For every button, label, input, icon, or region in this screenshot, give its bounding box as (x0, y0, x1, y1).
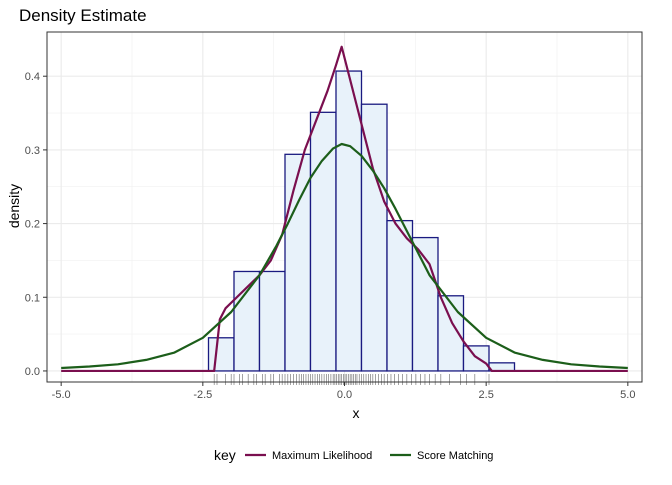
histogram-bar (335, 70, 363, 372)
chart-title: Density Estimate (19, 6, 147, 25)
y-tick-label: 0.2 (25, 219, 40, 231)
x-tick-label: 5.0 (620, 389, 635, 401)
y-tick-label: 0.4 (25, 71, 40, 83)
x-axis-title: x (353, 405, 360, 421)
density-curve-score-matching (61, 142, 628, 370)
y-tick-label: 0.0 (25, 366, 40, 378)
density-curves (61, 45, 628, 373)
x-tick-label: -5.0 (52, 389, 71, 401)
histogram-bar (488, 362, 516, 372)
y-axis-title: density (6, 184, 22, 228)
histogram-bar (258, 270, 286, 372)
y-tick-label: 0.1 (25, 292, 40, 304)
histogram-bar (284, 153, 312, 372)
x-tick-label: 0.0 (337, 389, 352, 401)
rug-marks (213, 373, 490, 385)
histogram-bar (386, 219, 414, 372)
x-tick-label: -2.5 (193, 389, 212, 401)
density-curve-maximum-likelihood (61, 45, 628, 373)
histogram-bars (207, 70, 516, 372)
legend-label-score-matching: Score Matching (417, 450, 493, 462)
histogram-bar (360, 103, 388, 372)
x-axis: -5.0 -2.5 0.0 2.5 5.0 (52, 382, 635, 401)
legend: key Maximum Likelihood Score Matching (214, 447, 493, 463)
histogram-bar (207, 337, 235, 372)
y-axis: 0.0 0.1 0.2 0.3 0.4 (25, 71, 47, 378)
y-tick-label: 0.3 (25, 145, 40, 157)
x-tick-label: 2.5 (479, 389, 494, 401)
legend-label-maximum-likelihood: Maximum Likelihood (272, 450, 372, 462)
legend-title: key (214, 447, 236, 463)
